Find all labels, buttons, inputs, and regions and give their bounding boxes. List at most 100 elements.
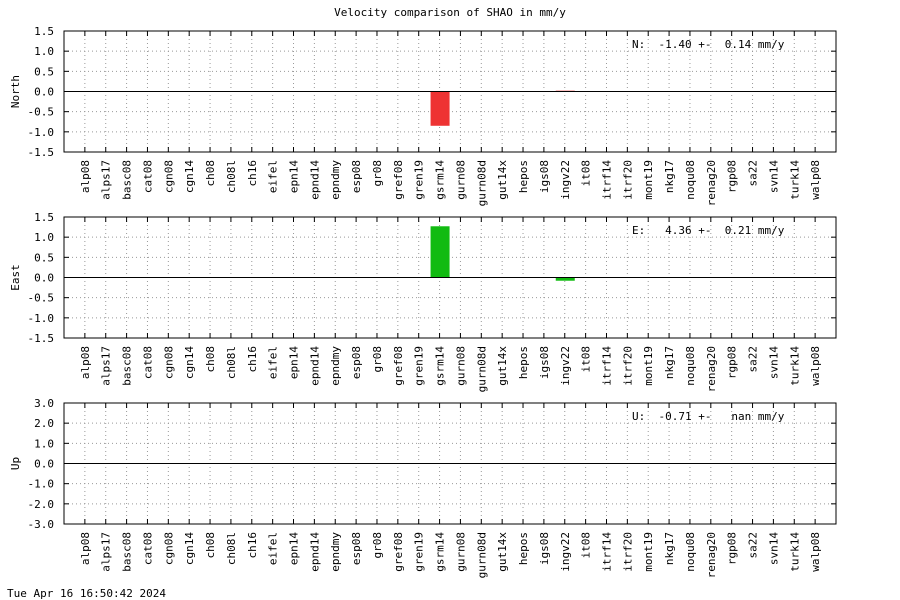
- x-tick-label-igs08: igs08: [538, 532, 551, 565]
- x-tick-label-gren19: gren19: [413, 346, 426, 386]
- x-tick-label-epn14: epn14: [288, 346, 301, 379]
- y-tick-label: 1.0: [34, 231, 54, 244]
- x-tick-label-ch08l: ch08l: [225, 160, 238, 193]
- x-tick-label-alp08: alp08: [79, 346, 92, 379]
- x-tick-label-ch08: ch08: [204, 532, 217, 559]
- x-tick-label-gurn08d: gurn08d: [475, 160, 488, 206]
- x-tick-label-svn14: svn14: [767, 346, 780, 379]
- x-tick-label-gurn08: gurn08: [454, 346, 467, 386]
- y-tick-label: 2.0: [34, 417, 54, 430]
- x-tick-label-igs08: igs08: [538, 346, 551, 379]
- x-tick-label-gurn08d: gurn08d: [475, 346, 488, 392]
- y-tick-label: 1.5: [34, 211, 54, 224]
- y-tick-label: -2.0: [28, 498, 55, 511]
- x-tick-label-turk14: turk14: [788, 346, 801, 386]
- x-tick-label-hepos: hepos: [517, 532, 530, 565]
- chart-title: Velocity comparison of SHAO in mm/y: [334, 6, 566, 19]
- x-tick-label-gren19: gren19: [413, 160, 426, 200]
- y-axis-label: North: [9, 75, 22, 108]
- x-tick-label-alp08: alp08: [79, 160, 92, 193]
- y-tick-label: 0.0: [34, 458, 54, 471]
- y-tick-label: 1.5: [34, 25, 54, 38]
- x-tick-label-ch16: ch16: [246, 346, 259, 373]
- x-tick-label-esp08: esp08: [350, 346, 363, 379]
- y-tick-label: 0.0: [34, 272, 54, 285]
- x-tick-label-cgn08: cgn08: [162, 346, 175, 379]
- chart-panel-north: -1.5 -1.0 -0.5 0.0 0.5 1.0 1.5 alp08 alps17 basc0…: [9, 25, 837, 206]
- y-tick-label: -1.0: [28, 312, 55, 325]
- chart-panel-east: -1.5 -1.0 -0.5 0.0 0.5 1.0 1.5 alp08 alps17 basc0…: [9, 211, 837, 392]
- x-tick-label-cgn14: cgn14: [183, 532, 196, 565]
- x-tick-label-epndmy: epndmy: [329, 532, 342, 572]
- y-tick-label: -1.0: [28, 126, 55, 139]
- x-tick-label-cgn14: cgn14: [183, 346, 196, 379]
- x-tick-label-ch16: ch16: [246, 532, 259, 559]
- velocity-annotation: N: -1.40 +- 0.14 mm/y: [632, 38, 785, 51]
- x-tick-label-it08: it08: [580, 346, 593, 373]
- x-tick-label-itrf14: itrf14: [600, 160, 613, 200]
- y-tick-label: 0.0: [34, 86, 54, 99]
- x-tick-label-eifel: eifel: [267, 160, 280, 193]
- x-tick-label-gr08: gr08: [371, 346, 384, 373]
- x-tick-label-ch08: ch08: [204, 346, 217, 373]
- y-axis-label: Up: [9, 457, 22, 470]
- x-tick-label-renag20: renag20: [705, 532, 718, 578]
- x-tick-label-ingv22: ingv22: [559, 346, 572, 386]
- x-tick-label-igs08: igs08: [538, 160, 551, 193]
- x-tick-label-gref08: gref08: [392, 160, 405, 200]
- y-axis-label: East: [9, 264, 22, 291]
- x-tick-label-gsrm14: gsrm14: [434, 532, 447, 572]
- x-tick-label-epnd14: epnd14: [308, 160, 321, 200]
- x-tick-label-walp08: walp08: [809, 346, 822, 386]
- x-tick-label-nkg17: nkg17: [663, 532, 676, 565]
- x-tick-label-esp08: esp08: [350, 532, 363, 565]
- x-tick-label-turk14: turk14: [788, 532, 801, 572]
- x-tick-label-gr08: gr08: [371, 160, 384, 187]
- chart-panel-up: -3.0 -2.0 -1.0 0.0 1.0 2.0 3.0 alp08 alps17 basc0…: [9, 397, 837, 578]
- bar-gsrm14: [430, 226, 450, 278]
- bar-gsrm14: [430, 91, 450, 126]
- x-tick-label-renag20: renag20: [705, 160, 718, 206]
- x-tick-label-alps17: alps17: [100, 346, 113, 386]
- x-tick-label-itrf20: itrf20: [621, 532, 634, 572]
- y-tick-label: -0.5: [28, 292, 55, 305]
- x-tick-label-gurn08d: gurn08d: [475, 532, 488, 578]
- y-tick-label: 0.5: [34, 65, 54, 78]
- x-tick-label-itrf20: itrf20: [621, 160, 634, 200]
- x-tick-label-ch08l: ch08l: [225, 346, 238, 379]
- y-tick-label: 1.0: [34, 437, 54, 450]
- x-tick-label-itrf14: itrf14: [600, 532, 613, 572]
- y-tick-label: -1.5: [28, 146, 55, 159]
- footer-timestamp: Tue Apr 16 16:50:42 2024: [7, 587, 166, 600]
- x-tick-label-nkg17: nkg17: [663, 160, 676, 193]
- x-tick-label-sa22: sa22: [747, 346, 760, 373]
- x-tick-label-turk14: turk14: [788, 160, 801, 200]
- x-tick-label-epn14: epn14: [288, 532, 301, 565]
- x-tick-label-cat08: cat08: [141, 346, 154, 379]
- x-tick-label-cgn08: cgn08: [162, 532, 175, 565]
- x-tick-label-gren19: gren19: [413, 532, 426, 572]
- x-tick-label-ch08: ch08: [204, 160, 217, 187]
- velocity-annotation: U: -0.71 +- nan mm/y: [632, 410, 785, 423]
- x-tick-label-epnd14: epnd14: [308, 346, 321, 386]
- x-tick-label-alp08: alp08: [79, 532, 92, 565]
- x-tick-label-hepos: hepos: [517, 346, 530, 379]
- x-tick-label-it08: it08: [580, 532, 593, 559]
- x-tick-label-mont19: mont19: [642, 160, 655, 200]
- x-tick-label-alps17: alps17: [100, 160, 113, 200]
- x-tick-label-basc08: basc08: [121, 346, 134, 386]
- x-tick-label-sa22: sa22: [747, 160, 760, 187]
- x-tick-label-noqu08: noqu08: [684, 346, 697, 386]
- x-tick-label-mont19: mont19: [642, 532, 655, 572]
- x-tick-label-itrf14: itrf14: [600, 346, 613, 386]
- y-tick-label: -0.5: [28, 106, 55, 119]
- bar-ingv22: [555, 277, 575, 281]
- x-tick-label-rgp08: rgp08: [726, 532, 739, 565]
- x-tick-label-gref08: gref08: [392, 532, 405, 572]
- x-tick-label-ingv22: ingv22: [559, 160, 572, 200]
- x-tick-label-it08: it08: [580, 160, 593, 187]
- x-tick-label-ingv22: ingv22: [559, 532, 572, 572]
- x-tick-label-basc08: basc08: [121, 160, 134, 200]
- x-tick-label-ch08l: ch08l: [225, 532, 238, 565]
- x-tick-label-gsrm14: gsrm14: [434, 346, 447, 386]
